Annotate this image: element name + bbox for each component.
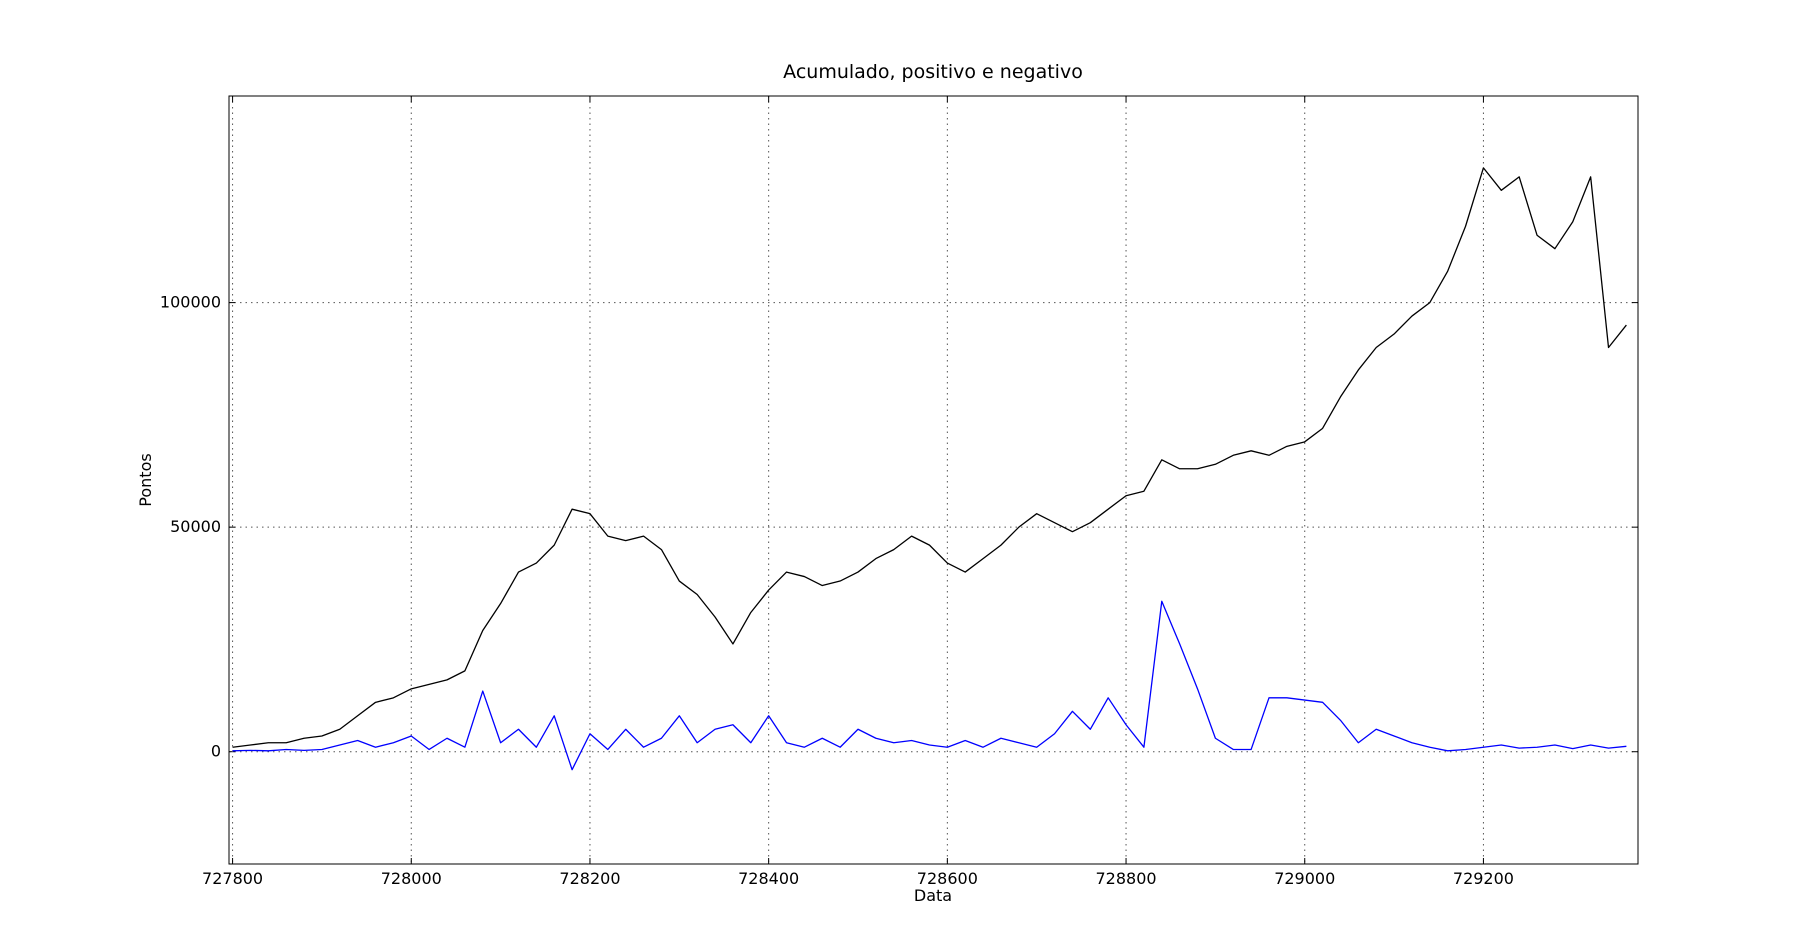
series-line: [232, 167, 1627, 748]
x-tick-label: 727800: [202, 869, 263, 888]
x-tick-label: 728200: [559, 869, 620, 888]
x-tick-label: 729000: [1274, 869, 1335, 888]
x-tick-label: 728800: [1096, 869, 1157, 888]
x-tick-label: 728000: [381, 869, 442, 888]
x-tick-label: 729200: [1453, 869, 1514, 888]
series-line: [232, 600, 1627, 771]
y-tick-label: 0: [211, 742, 221, 761]
y-axis-label: Pontos: [136, 453, 155, 506]
x-tick-label: 728400: [738, 869, 799, 888]
x-axis-label: Data: [914, 886, 952, 905]
y-tick-label: 50000: [170, 517, 221, 536]
y-tick-label: 100000: [160, 293, 221, 312]
x-tick-label: 728600: [917, 869, 978, 888]
plot-frame: [228, 95, 1639, 865]
chart-title: Acumulado, positivo e negativo: [783, 61, 1083, 83]
